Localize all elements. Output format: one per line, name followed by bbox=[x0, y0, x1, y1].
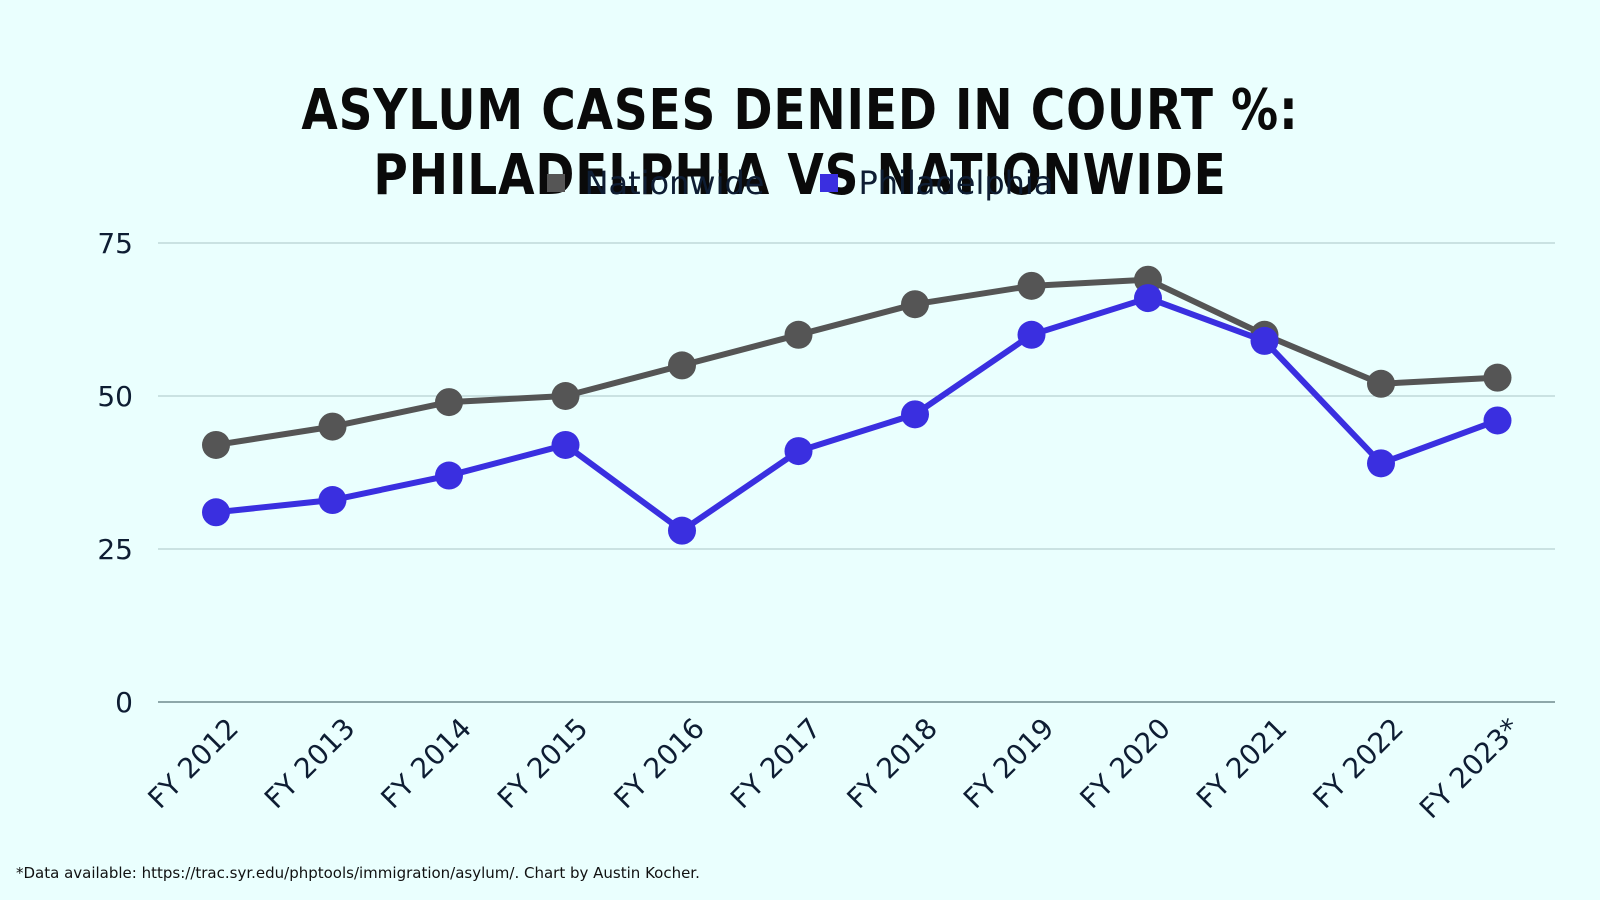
data-point-nationwide[interactable] bbox=[784, 320, 813, 349]
x-tick-label: FY 2016 bbox=[607, 712, 711, 816]
data-point-nationwide[interactable] bbox=[435, 388, 463, 417]
data-point-nationwide[interactable] bbox=[551, 382, 580, 410]
data-point-philadelphia[interactable] bbox=[784, 437, 813, 466]
series-layer bbox=[202, 265, 1512, 545]
legend-item-nationwide: Nationwide bbox=[546, 164, 765, 202]
data-point-nationwide[interactable] bbox=[1483, 363, 1512, 392]
x-tick-label: FY 2023* bbox=[1413, 712, 1526, 825]
data-point-philadelphia[interactable] bbox=[901, 400, 929, 429]
x-tick-label: FY 2013 bbox=[258, 712, 362, 816]
data-point-philadelphia[interactable] bbox=[1017, 320, 1046, 349]
y-tick-label: 50 bbox=[97, 380, 133, 413]
x-tick-label: FY 2014 bbox=[374, 712, 478, 816]
x-axis-ticks: FY 2012 FY 2013 FY 2014 FY 2015 FY 2016 FY 20… bbox=[141, 712, 1526, 825]
data-point-philadelphia[interactable] bbox=[1134, 284, 1162, 313]
data-point-philadelphia[interactable] bbox=[318, 486, 347, 515]
x-tick-label: FY 2022 bbox=[1306, 712, 1410, 816]
data-point-nationwide[interactable] bbox=[668, 351, 696, 380]
series-philadelphia bbox=[202, 284, 1512, 545]
data-point-philadelphia[interactable] bbox=[435, 461, 463, 490]
legend: Nationwide Philadelphia bbox=[0, 164, 1600, 202]
legend-swatch-philadelphia bbox=[820, 174, 839, 192]
series-line-philadelphia bbox=[213, 295, 1501, 534]
x-tick-label: FY 2019 bbox=[957, 712, 1061, 816]
data-point-philadelphia[interactable] bbox=[1367, 449, 1395, 478]
y-axis-ticks: 0 25 50 75 bbox=[97, 227, 133, 719]
x-tick-label: FY 2021 bbox=[1190, 712, 1294, 816]
grid-layer bbox=[158, 242, 1555, 703]
data-point-nationwide[interactable] bbox=[202, 430, 230, 459]
data-point-philadelphia[interactable] bbox=[1483, 406, 1512, 435]
y-tick-label: 0 bbox=[115, 686, 133, 719]
x-tick-label: FY 2015 bbox=[491, 712, 595, 816]
x-tick-label: FY 2018 bbox=[840, 712, 944, 816]
data-point-philadelphia[interactable] bbox=[1250, 326, 1279, 355]
x-tick-label: FY 2012 bbox=[141, 712, 245, 816]
data-point-philadelphia[interactable] bbox=[668, 516, 696, 545]
legend-label-philadelphia: Philadelphia bbox=[858, 164, 1054, 202]
legend-swatch-nationwide bbox=[546, 174, 565, 192]
legend-item-philadelphia: Philadelphia bbox=[820, 164, 1053, 202]
x-tick-label: FY 2020 bbox=[1073, 712, 1177, 816]
y-tick-label: 75 bbox=[97, 227, 133, 260]
data-point-nationwide[interactable] bbox=[318, 412, 347, 441]
data-point-nationwide[interactable] bbox=[1017, 271, 1046, 300]
data-point-philadelphia[interactable] bbox=[551, 430, 580, 459]
data-point-nationwide[interactable] bbox=[901, 290, 929, 319]
x-tick-label: FY 2017 bbox=[724, 712, 828, 816]
legend-label-nationwide: Nationwide bbox=[584, 164, 765, 202]
chart-title: ASYLUM CASES DENIED IN COURT %: PHILADEL… bbox=[301, 78, 1299, 208]
series-line-nationwide bbox=[213, 276, 1501, 448]
data-point-nationwide[interactable] bbox=[1367, 369, 1395, 398]
y-tick-label: 25 bbox=[97, 533, 133, 566]
footnote: *Data available: https://trac.syr.edu/ph… bbox=[16, 864, 700, 882]
series-nationwide bbox=[202, 265, 1512, 459]
data-point-philadelphia[interactable] bbox=[202, 498, 230, 527]
